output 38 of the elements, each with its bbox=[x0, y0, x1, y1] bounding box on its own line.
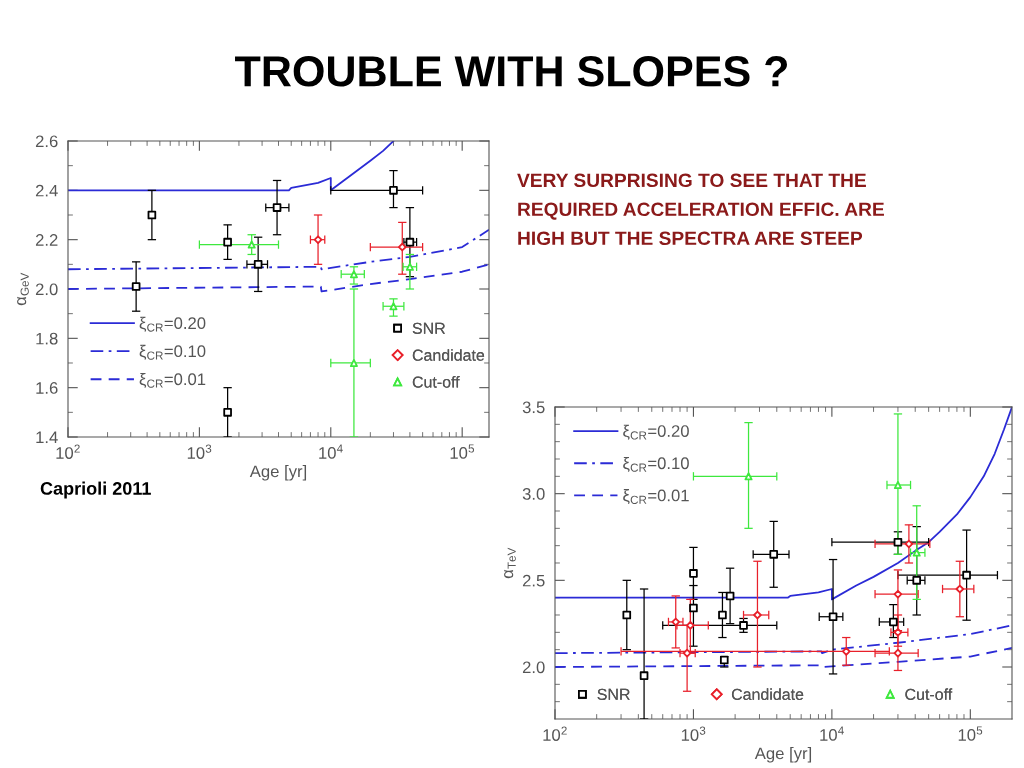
legend-label: ξ$_{CR}$=0.01 bbox=[139, 372, 206, 388]
y-tick-label: 2.2 bbox=[35, 234, 58, 246]
x-axis-title: Age [yr] bbox=[754, 747, 812, 763]
x-tick-label: 10$^{4}$ bbox=[820, 726, 844, 741]
y-tick-label: 2.6 bbox=[35, 135, 58, 148]
y-axis-title: α$_{TeV}$ bbox=[504, 547, 516, 579]
y-tick-label: 2.0 bbox=[35, 283, 58, 296]
legend-label: Cut-off bbox=[905, 688, 953, 701]
legend-label: Candidate bbox=[412, 349, 485, 361]
y-tick-label: 3.0 bbox=[522, 488, 545, 500]
x-tick-label: 10$^{3}$ bbox=[681, 726, 706, 741]
x-tick-label: 10$^{2}$ bbox=[543, 726, 567, 741]
x-tick-label: 10$^{4}$ bbox=[319, 444, 343, 459]
chart-title: TROUBLE WITH SLOPES ? bbox=[235, 56, 787, 87]
x-tick-label: 10$^{5}$ bbox=[958, 726, 983, 741]
text: Caprioli 2011 bbox=[40, 481, 151, 499]
text: VERY SURPRISING TO SEE THAT THE REQUIRED ACCELERATION EFFIC. ARE HIGH BUT THE SPECTRA ARE STEEP bbox=[517, 173, 884, 246]
y-tick-label: 1.4 bbox=[36, 431, 58, 444]
y-tick-label: 3.5 bbox=[522, 401, 545, 414]
x-tick-label: 10$^{3}$ bbox=[187, 444, 212, 459]
y-tick-label: 1.6 bbox=[36, 382, 58, 394]
x-tick-label: 10$^{5}$ bbox=[450, 444, 475, 459]
x-axis-title: Age [yr] bbox=[249, 465, 307, 481]
legend-label: ξ$_{CR}$=0.10 bbox=[623, 456, 689, 472]
legend-label: SNR bbox=[412, 322, 445, 334]
legend-label: SNR bbox=[597, 688, 630, 701]
legend-label: ξ$_{CR}$=0.20 bbox=[623, 424, 689, 440]
y-tick-label: 2.0 bbox=[522, 661, 545, 674]
legend-label: Cut-off bbox=[412, 376, 460, 388]
y-axis-title: α$_{GeV}$ bbox=[17, 272, 29, 306]
y-tick-label: 1.8 bbox=[36, 332, 58, 345]
legend-label: ξ$_{CR}$=0.20 bbox=[139, 316, 206, 332]
legend-label: ξ$_{CR}$=0.01 bbox=[623, 489, 689, 505]
y-tick-label: 2.5 bbox=[522, 574, 545, 587]
x-tick-label: 10$^{2}$ bbox=[56, 444, 80, 459]
legend-label: ξ$_{CR}$=0.10 bbox=[139, 344, 206, 360]
legend-label: Candidate bbox=[731, 688, 804, 701]
y-tick-label: 2.4 bbox=[35, 184, 58, 197]
